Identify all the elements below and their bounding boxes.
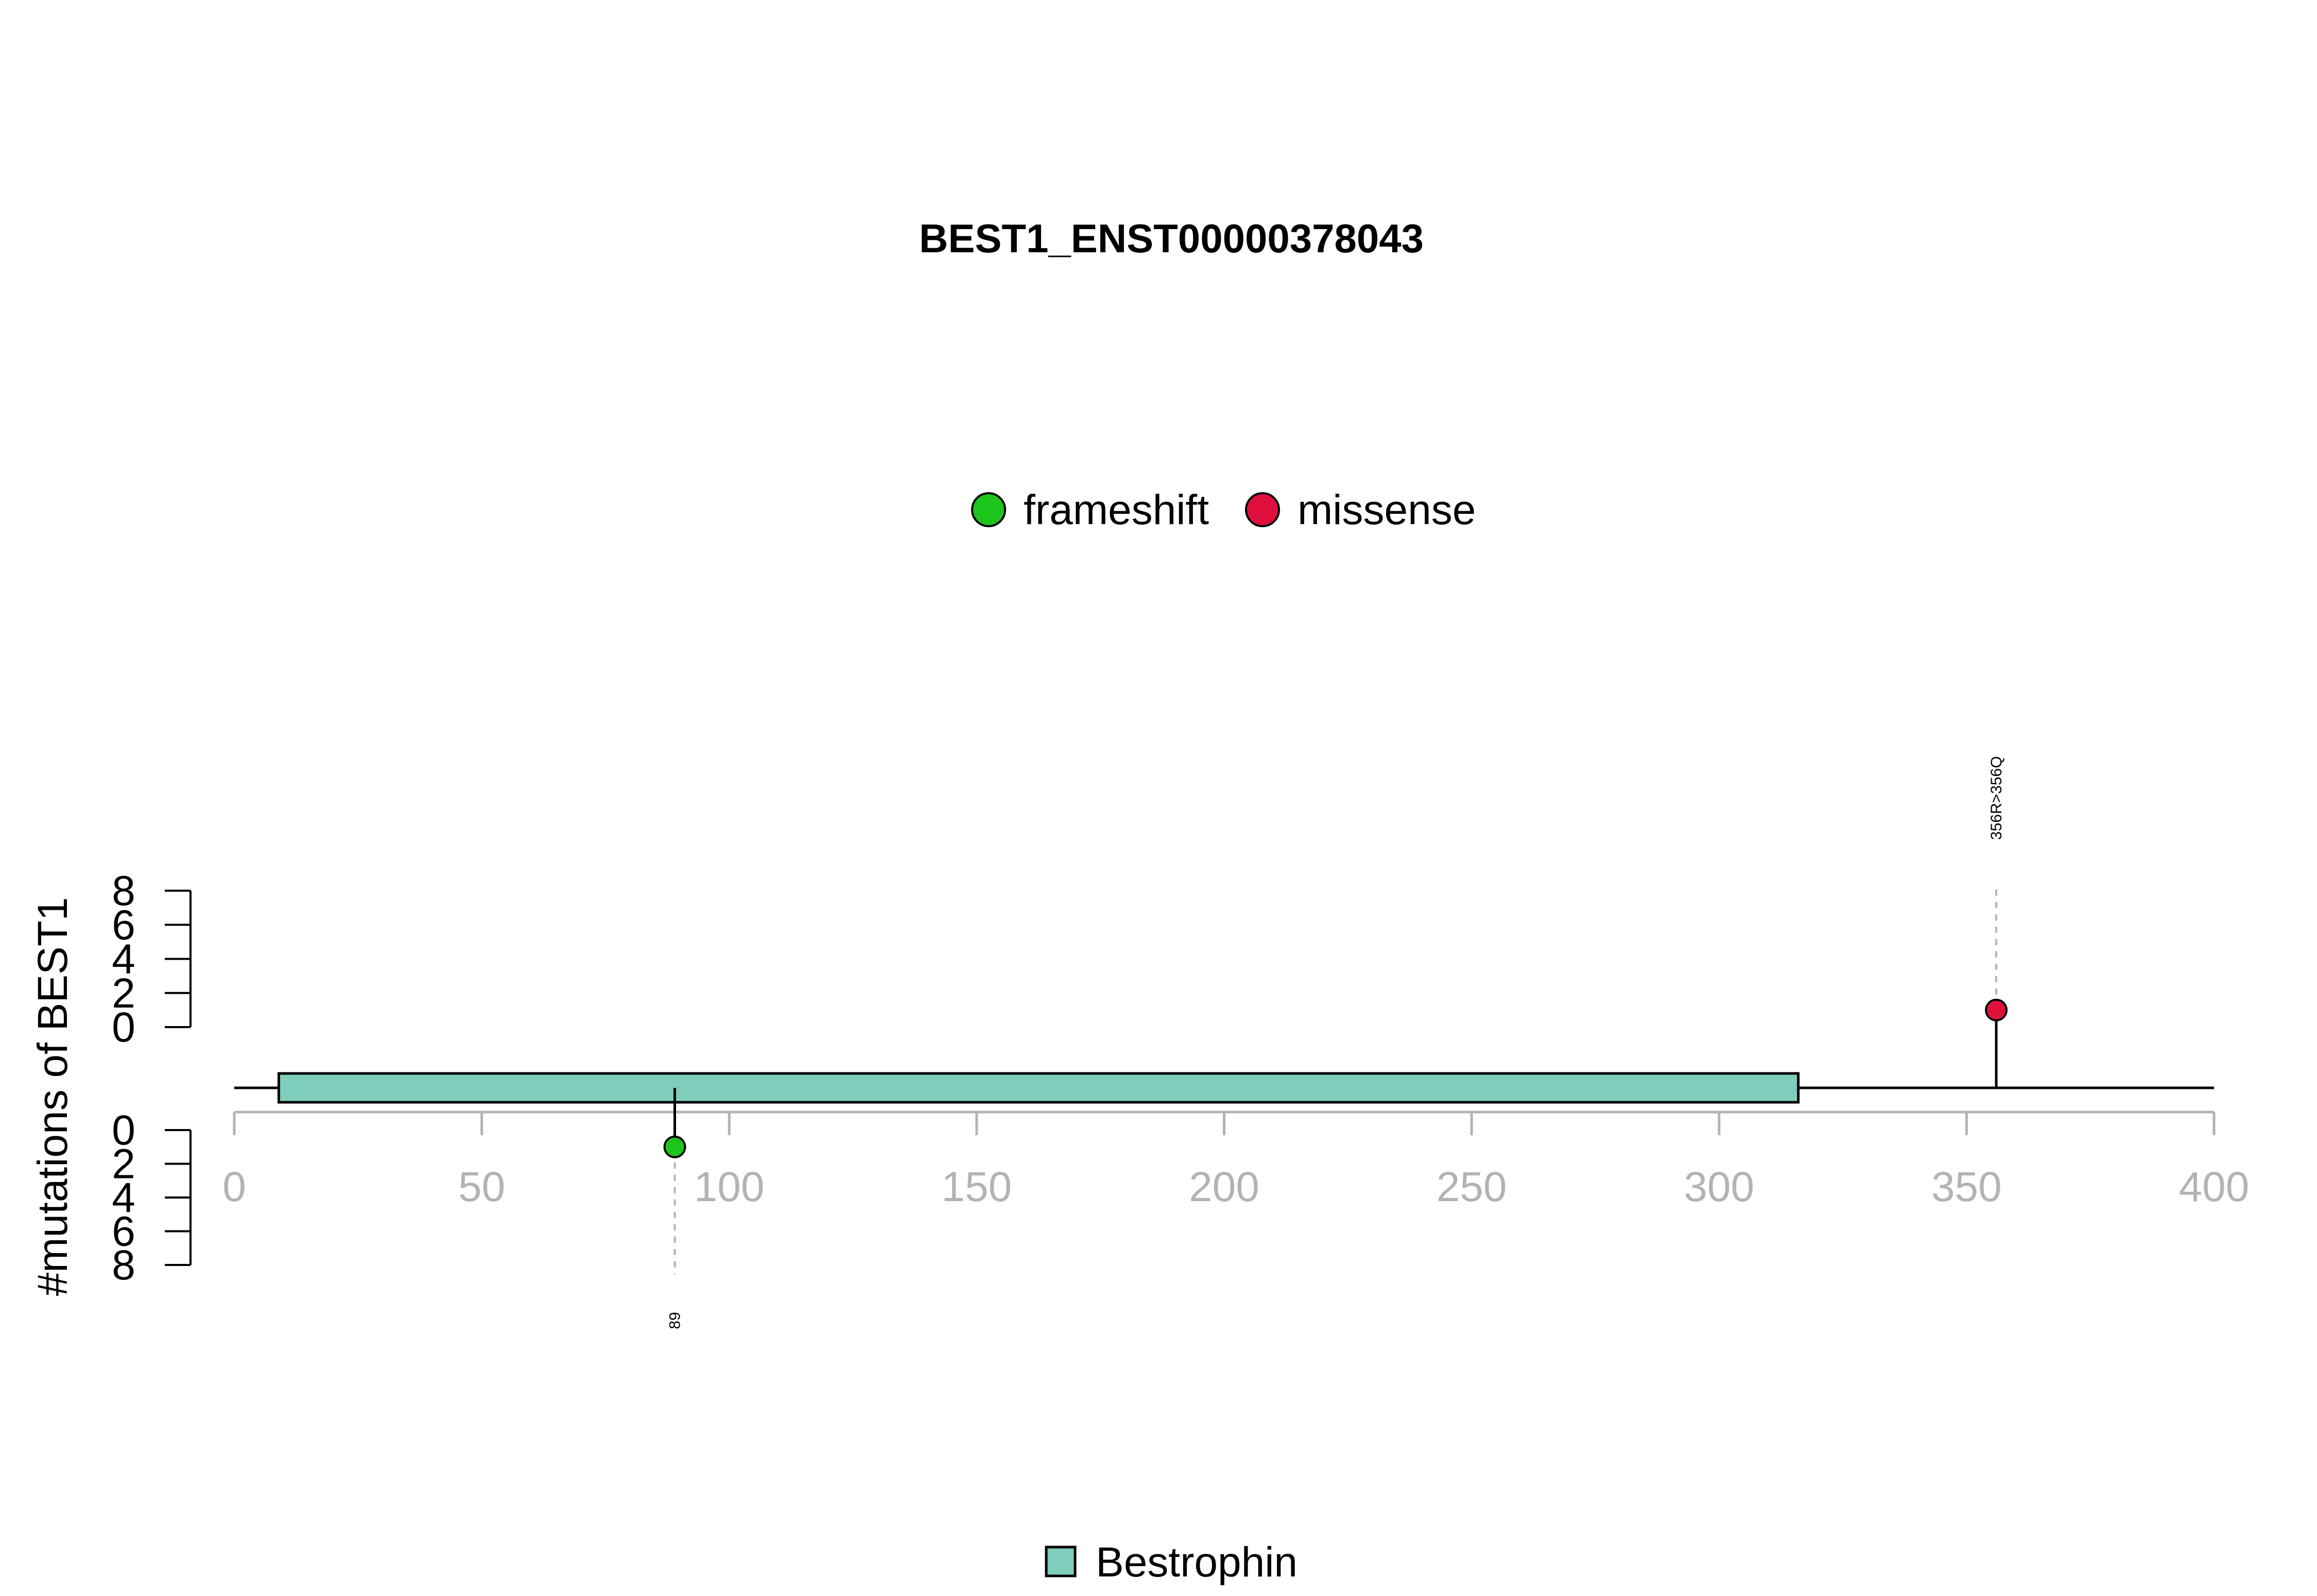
x-tick-label: 0 — [222, 1164, 246, 1210]
domain-legend-label: Bestrophin — [1096, 1539, 1298, 1586]
upper-y-tick-label: 8 — [112, 868, 135, 914]
x-tick-label: 50 — [458, 1164, 505, 1210]
x-tick-label: 300 — [1684, 1164, 1754, 1210]
lower-y-tick-label: 8 — [112, 1242, 135, 1289]
x-tick-label: 350 — [1931, 1164, 2002, 1210]
legend-label-missense: missense — [1298, 487, 1476, 533]
lower-y-tick-label: 4 — [112, 1174, 135, 1221]
mutations: 89 356R>356Q — [663, 756, 2008, 1329]
x-tick-label: 150 — [941, 1164, 1012, 1210]
upper-y-tick-label: 2 — [112, 970, 135, 1017]
domain-bestrophin — [278, 1072, 1800, 1104]
x-tick-label: 250 — [1437, 1164, 1507, 1210]
legend-label-frameshift: frameshift — [1024, 487, 1209, 533]
lower-y-tick-label: 0 — [112, 1107, 135, 1154]
mutation-legend: frameshift missense — [971, 487, 1476, 533]
y-axis-label: #mutations of BEST1 — [29, 897, 76, 1296]
mutation-label: 356R>356Q — [1988, 756, 2005, 840]
upper-y-tick-label: 0 — [112, 1004, 135, 1051]
domain-legend-marker — [1045, 1546, 1077, 1577]
x-tick-label: 400 — [2179, 1164, 2250, 1210]
upper-y-tick-label: 4 — [112, 936, 135, 983]
legend-marker-frameshift — [971, 492, 1006, 527]
domains — [278, 1072, 1800, 1104]
x-axis: 0 50 100 150 200 250 300 350 400 — [222, 1111, 2250, 1210]
mutation-label: 89 — [667, 1312, 684, 1329]
upper-y-tick-label: 6 — [112, 901, 135, 948]
mutation-marker-missense — [1985, 998, 2008, 1021]
x-tick-label: 200 — [1189, 1164, 1259, 1210]
mutation-marker-frameshift — [663, 1135, 686, 1158]
lower-y-tick-label: 2 — [112, 1141, 135, 1188]
lower-y-tick-label: 6 — [112, 1208, 135, 1255]
domain-legend: Bestrophin — [1045, 1539, 1298, 1586]
legend-marker-missense — [1245, 492, 1280, 527]
chart-title: BEST1_ENST00000378043 — [919, 216, 1424, 261]
x-tick-label: 100 — [694, 1164, 765, 1210]
